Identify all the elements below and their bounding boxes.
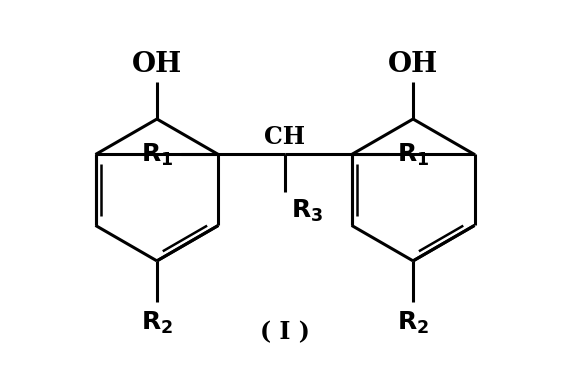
Text: $\mathbf{R_2}$: $\mathbf{R_2}$ (397, 310, 429, 336)
Text: $\mathbf{R_1}$: $\mathbf{R_1}$ (140, 141, 173, 168)
Text: $\mathbf{R_1}$: $\mathbf{R_1}$ (397, 141, 429, 168)
Text: CH: CH (264, 124, 305, 148)
Text: ( I ): ( I ) (260, 321, 310, 345)
Text: $\mathbf{R_3}$: $\mathbf{R_3}$ (291, 198, 323, 224)
Text: $\mathbf{R_2}$: $\mathbf{R_2}$ (141, 310, 173, 336)
Text: OH: OH (388, 51, 438, 78)
Text: OH: OH (132, 51, 182, 78)
